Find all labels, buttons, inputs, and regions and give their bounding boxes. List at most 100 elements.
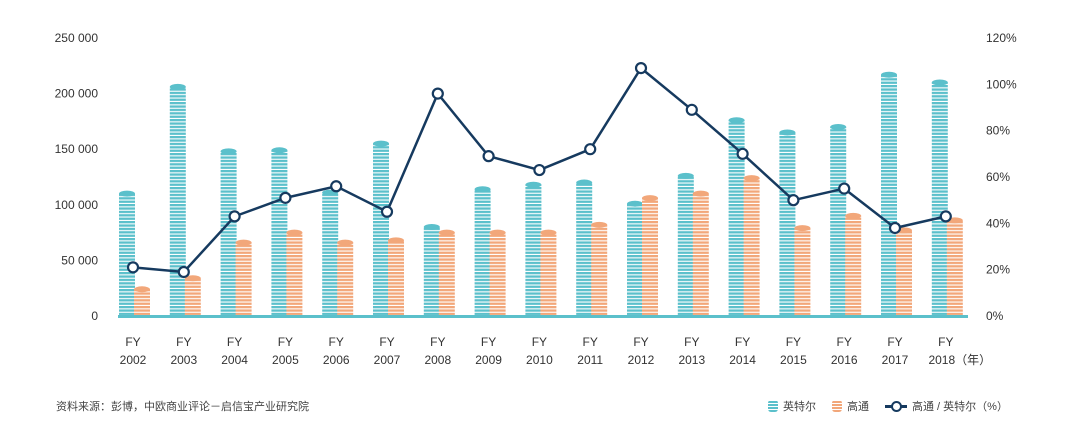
intel-bar — [373, 143, 389, 316]
x-tick-label: 2011 — [577, 353, 603, 367]
x-tick-label: 2009 — [475, 353, 502, 367]
qualcomm-bar-top — [388, 237, 404, 244]
x-tick-label: 2003 — [170, 353, 197, 367]
ratio-point — [838, 182, 851, 195]
ratio-point — [634, 62, 648, 75]
x-tick-label: FY — [938, 335, 953, 349]
qualcomm-bar-top — [794, 225, 811, 232]
ratio-point — [380, 205, 394, 218]
left-tick-label: 0 — [91, 309, 98, 323]
x-tick-label: 2006 — [323, 353, 350, 367]
legend-label: 高通 / 英特尔（%） — [912, 401, 1008, 413]
intel-bar-top — [271, 147, 288, 154]
ratio-point — [431, 87, 444, 100]
intel-bar — [169, 86, 186, 316]
x-tick-label: FY — [329, 335, 344, 349]
x-tick-label: 2015 — [780, 353, 807, 367]
legend-label: 英特尔 — [783, 401, 816, 413]
x-tick-label: 2004 — [221, 353, 248, 367]
qualcomm-bar-top — [184, 275, 201, 282]
ratio-point — [584, 143, 597, 156]
ratio-point — [533, 163, 546, 177]
bars — [119, 71, 963, 317]
right-tick-label: 100% — [986, 77, 1017, 91]
intel-bar — [525, 184, 542, 316]
qualcomm-bar — [388, 240, 404, 316]
x-tick-label: 2012 — [628, 353, 655, 367]
intel-bar-top — [525, 181, 542, 188]
legend-item-ratio: 高通 / 英特尔（%） — [885, 398, 1008, 414]
qualcomm-bar-top — [692, 190, 709, 197]
qualcomm-bar — [540, 232, 557, 316]
left-tick-label: 200 000 — [55, 87, 99, 101]
intel-bar-top — [728, 117, 745, 124]
intel-bar-top — [881, 71, 897, 78]
intel-bar — [271, 150, 288, 316]
x-tick-label: FY — [633, 335, 648, 349]
ratio-point — [126, 261, 140, 274]
x-tick-label: 2007 — [374, 353, 401, 367]
qualcomm-bar — [438, 232, 455, 316]
x-tick-label: FY — [684, 335, 699, 349]
qualcomm-bar-top — [235, 239, 252, 246]
x-tick-label: 2010 — [526, 353, 553, 367]
qualcomm-bar — [489, 232, 506, 316]
x-tick-label: FY — [379, 335, 394, 349]
qualcomm-bar-top — [134, 286, 150, 293]
x-tick-label: FY — [278, 335, 293, 349]
x-tick-label: FY — [176, 335, 191, 349]
qualcomm-bar — [743, 178, 760, 316]
intel-bar-top — [779, 129, 796, 136]
intel-bar — [474, 189, 491, 316]
right-tick-label: 80% — [986, 124, 1010, 138]
x-tick-label: FY — [430, 335, 445, 349]
x-tick-label: FY — [837, 335, 852, 349]
coin-stack-icon — [768, 400, 778, 412]
x-tick-label: FY — [735, 335, 750, 349]
qualcomm-bar — [134, 289, 150, 316]
coin-stack-icon — [832, 400, 842, 412]
qualcomm-bar — [286, 232, 303, 316]
ratio-point — [228, 210, 241, 223]
x-tick-label: FY — [125, 335, 140, 349]
line-marker-icon — [885, 401, 907, 412]
qualcomm-bar — [235, 242, 252, 316]
intel-bar — [728, 120, 745, 317]
intel-bar-top — [474, 186, 491, 193]
qualcomm-bar — [692, 193, 709, 316]
qualcomm-bar-top — [743, 175, 760, 182]
x-axis-baseline — [118, 315, 968, 318]
intel-bar — [576, 182, 593, 316]
source-note: 资料来源：彭博，中欧商业评论－启信宝产业研究院 — [56, 401, 309, 413]
legend-label: 高通 — [847, 401, 869, 413]
x-tick-label: FY — [786, 335, 801, 349]
x-tick-label: FY — [481, 335, 496, 349]
x-tick-label: FY — [583, 335, 598, 349]
qualcomm-bar-top — [337, 239, 354, 246]
left-tick-label: 100 000 — [55, 198, 99, 212]
right-tick-label: 60% — [986, 170, 1010, 184]
intel-bar — [881, 74, 897, 316]
qualcomm-bar — [337, 242, 354, 316]
right-tick-label: 0% — [986, 309, 1004, 323]
intel-bar — [779, 132, 796, 316]
intel-bar-top — [627, 200, 643, 207]
ratio-point — [888, 221, 902, 235]
x-tick-label: 2013 — [678, 353, 705, 367]
qualcomm-bar — [896, 230, 912, 316]
left-tick-label: 150 000 — [55, 142, 99, 156]
intel-bar-top — [931, 79, 948, 86]
qualcomm-bar-top — [286, 229, 303, 236]
intel-bar — [423, 227, 440, 316]
intel-bar — [627, 203, 643, 316]
ratio-point — [330, 180, 343, 193]
x-tick-label: 2017 — [882, 353, 909, 367]
qualcomm-bar — [642, 198, 658, 316]
ratio-point — [482, 150, 495, 163]
right-tick-label: 40% — [986, 216, 1010, 230]
intel-bar-top — [677, 172, 694, 179]
qualcomm-bar — [591, 224, 608, 316]
intel-bar-top — [220, 148, 237, 155]
x-tick-label: 2016 — [831, 353, 858, 367]
